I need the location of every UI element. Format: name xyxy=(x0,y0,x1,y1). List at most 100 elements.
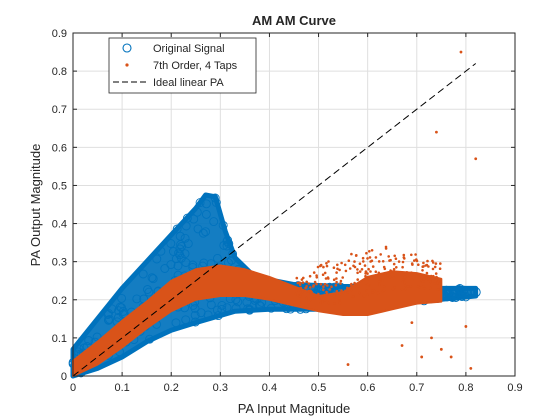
model-output-point xyxy=(368,250,371,253)
model-output-point xyxy=(295,276,299,280)
model-output-point xyxy=(405,271,409,274)
legend-box xyxy=(108,37,257,94)
model-output-point xyxy=(401,260,405,264)
model-output-point xyxy=(382,265,386,269)
model-output-point xyxy=(397,260,401,263)
y-tick-label: 0.5 xyxy=(52,180,67,192)
model-output-point xyxy=(425,271,429,275)
x-axis-label: PA Input Magnitude xyxy=(238,401,351,416)
model-output-point xyxy=(410,321,414,325)
model-output-point xyxy=(423,287,427,290)
model-output-point xyxy=(395,266,398,269)
original-signal-point xyxy=(144,287,154,297)
model-output-point xyxy=(426,259,429,263)
model-output-point xyxy=(358,291,361,295)
model-output-point xyxy=(321,294,324,298)
y-tick-label: 0.4 xyxy=(52,219,67,231)
model-output-point xyxy=(358,270,362,273)
model-output-point xyxy=(312,285,315,288)
model-output-point xyxy=(421,280,425,283)
y-tick-label: 0.2 xyxy=(52,295,67,307)
model-output-point xyxy=(301,281,305,284)
model-output-point xyxy=(348,267,352,270)
model-output-point xyxy=(364,270,368,273)
model-output-point xyxy=(365,251,368,255)
y-tick-label: 0 xyxy=(61,371,67,383)
original-signal-point xyxy=(138,269,148,279)
original-signal-point xyxy=(132,294,142,304)
model-output-point xyxy=(401,280,404,284)
original-signal-point xyxy=(198,228,208,238)
model-output-point xyxy=(377,271,381,275)
model-output-point xyxy=(387,255,391,258)
model-output-point xyxy=(403,257,406,260)
model-output-point xyxy=(327,301,331,305)
chart-title: AM AM Curve xyxy=(252,13,336,28)
model-output-point xyxy=(338,301,342,305)
model-output-point xyxy=(370,275,373,279)
original-signal-point xyxy=(209,217,219,227)
model-output-point xyxy=(349,283,353,287)
original-signal-point xyxy=(172,224,182,234)
model-output-point xyxy=(431,267,435,271)
model-output-point xyxy=(429,280,432,284)
model-output-point xyxy=(346,363,350,366)
original-signal-point xyxy=(148,274,158,284)
legend-marker-7th-order xyxy=(125,63,129,67)
original-signal-point xyxy=(189,214,199,224)
model-output-point xyxy=(361,256,365,260)
original-signal-point xyxy=(233,297,243,307)
model-output-point xyxy=(322,265,325,269)
model-output-point xyxy=(319,263,323,267)
grid xyxy=(72,32,516,377)
original-signal-point xyxy=(217,300,227,310)
model-output-point xyxy=(427,265,430,268)
model-output-point xyxy=(431,261,435,264)
original-signal-point xyxy=(210,193,220,203)
original-signal-point xyxy=(256,301,266,311)
model-output-point xyxy=(365,289,368,292)
model-output-point xyxy=(371,291,374,294)
legend-label-ideal-linear: Ideal linear PA xyxy=(153,77,224,89)
axis-ticks: 0 0.1 0.2 0.3 0.4 0.5 0.6 0.7 0.8 0.9 0 0.1 0.2 0.3 0.… xyxy=(52,28,523,394)
original-signal-point xyxy=(117,293,127,303)
y-axis-label: PA Output Magnitude xyxy=(28,144,43,267)
original-signal-point xyxy=(181,221,191,231)
x-tick-label: 0.1 xyxy=(114,382,129,394)
model-output-point xyxy=(386,271,390,275)
original-signal-point xyxy=(190,317,200,327)
model-output-point xyxy=(370,249,374,252)
model-output-point xyxy=(308,274,312,278)
model-output-point xyxy=(346,286,349,290)
original-signal-point xyxy=(176,253,186,263)
model-output-point xyxy=(336,267,339,271)
model-output-point xyxy=(305,296,308,300)
model-output-point xyxy=(410,278,414,282)
model-output-point xyxy=(378,283,381,287)
original-signal-point xyxy=(223,235,233,245)
model-output-point xyxy=(415,258,418,261)
model-output-point xyxy=(362,260,365,263)
original-signal-point xyxy=(192,207,202,217)
model-output-point xyxy=(339,282,342,285)
model-output-point xyxy=(403,275,407,279)
model-output-point xyxy=(374,270,378,274)
model-output-point xyxy=(334,283,338,287)
original-signal-point xyxy=(224,239,234,249)
model-output-point xyxy=(434,272,438,275)
model-output-point xyxy=(366,257,369,260)
model-output-point xyxy=(306,292,310,296)
model-output-point xyxy=(369,260,372,263)
original-signal-point xyxy=(455,284,465,293)
model-output-point xyxy=(410,262,414,265)
model-output-point xyxy=(371,265,375,268)
model-output-point xyxy=(309,298,313,302)
original-signal-point xyxy=(104,308,113,318)
x-tick-label: 0.4 xyxy=(262,382,277,394)
model-output-point xyxy=(325,264,329,268)
original-signal-point xyxy=(190,310,200,320)
model-output-point xyxy=(408,275,412,279)
original-signal-point xyxy=(181,315,191,325)
model-output-point xyxy=(421,269,424,272)
